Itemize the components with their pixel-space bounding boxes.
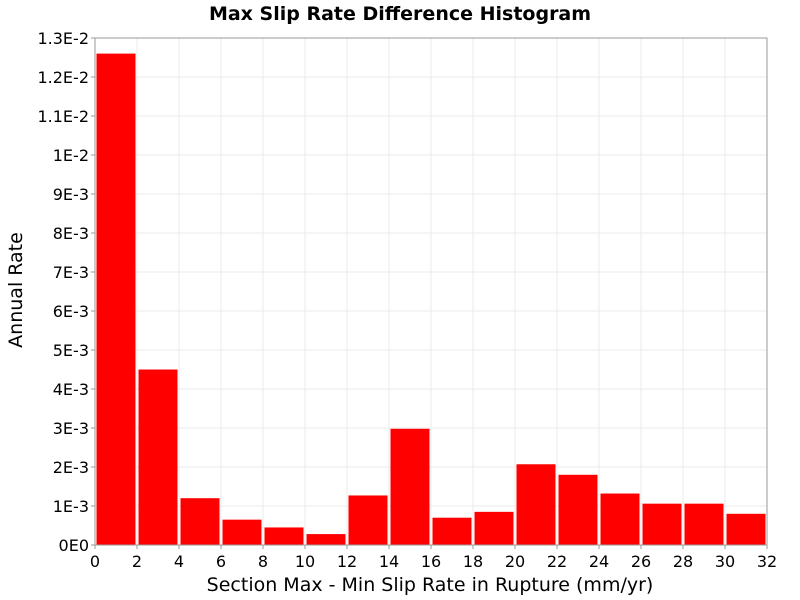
y-tick-label: 2E-3 [53, 458, 89, 477]
y-tick-label: 9E-3 [53, 185, 89, 204]
y-tick-label: 4E-3 [53, 380, 89, 399]
histogram-bar [642, 503, 682, 545]
y-tick-label: 1E-2 [53, 146, 89, 165]
x-tick-label: 14 [379, 552, 399, 571]
histogram-bar [264, 527, 304, 545]
y-tick-label: 6E-3 [53, 302, 89, 321]
histogram-bar [600, 493, 640, 545]
x-tick-label: 18 [463, 552, 483, 571]
x-tick-label: 0 [90, 552, 100, 571]
x-tick-label: 4 [174, 552, 184, 571]
histogram-bar [432, 517, 472, 545]
x-axis-label: Section Max - Min Slip Rate in Rupture (… [207, 574, 654, 596]
histogram-bar [306, 534, 346, 545]
y-tick-label: 3E-3 [53, 419, 89, 438]
grid-lines [94, 37, 768, 546]
x-tick-label: 32 [757, 552, 777, 571]
histogram-bar [180, 498, 220, 545]
y-tick-label: 1.3E-2 [37, 29, 89, 48]
y-tick-label: 8E-3 [53, 224, 89, 243]
histogram-bar [474, 511, 514, 545]
histogram-bar [222, 519, 262, 545]
y-tick-label: 1E-3 [53, 497, 89, 516]
y-tick-label: 0E0 [59, 536, 89, 555]
x-tick-label: 26 [631, 552, 651, 571]
x-tick-label: 24 [589, 552, 609, 571]
x-tick-label: 6 [216, 552, 226, 571]
x-tick-label: 20 [505, 552, 525, 571]
y-axis-ticks: 0E0 1E-3 2E-3 3E-3 4E-3 5E-3 6E-3 7E-3 8E-3 9E-3 1… [37, 29, 95, 555]
x-axis-ticks: 0 2 4 6 8 10 12 14 16 18 20 22 24 26 28 30 32 [90, 545, 777, 571]
bars [96, 53, 766, 545]
x-tick-label: 28 [673, 552, 693, 571]
x-tick-label: 8 [258, 552, 268, 571]
x-tick-label: 16 [421, 552, 441, 571]
x-tick-label: 12 [337, 552, 357, 571]
x-tick-label: 2 [132, 552, 142, 571]
histogram-bar [348, 495, 388, 545]
histogram-bar [96, 53, 136, 545]
histogram-bar [516, 464, 556, 545]
histogram-bar [138, 369, 178, 545]
y-axis-label: Annual Rate [5, 232, 27, 348]
y-tick-label: 7E-3 [53, 263, 89, 282]
x-tick-label: 10 [295, 552, 315, 571]
histogram-bar [684, 503, 724, 545]
histogram-bar [390, 428, 430, 545]
y-tick-label: 5E-3 [53, 341, 89, 360]
chart-title: Max Slip Rate Difference Histogram [209, 3, 591, 25]
y-tick-label: 1.2E-2 [37, 68, 89, 87]
x-tick-label: 30 [715, 552, 735, 571]
y-tick-label: 1.1E-2 [37, 107, 89, 126]
x-tick-label: 22 [547, 552, 567, 571]
histogram-bar [726, 513, 766, 545]
histogram-bar [558, 474, 598, 545]
